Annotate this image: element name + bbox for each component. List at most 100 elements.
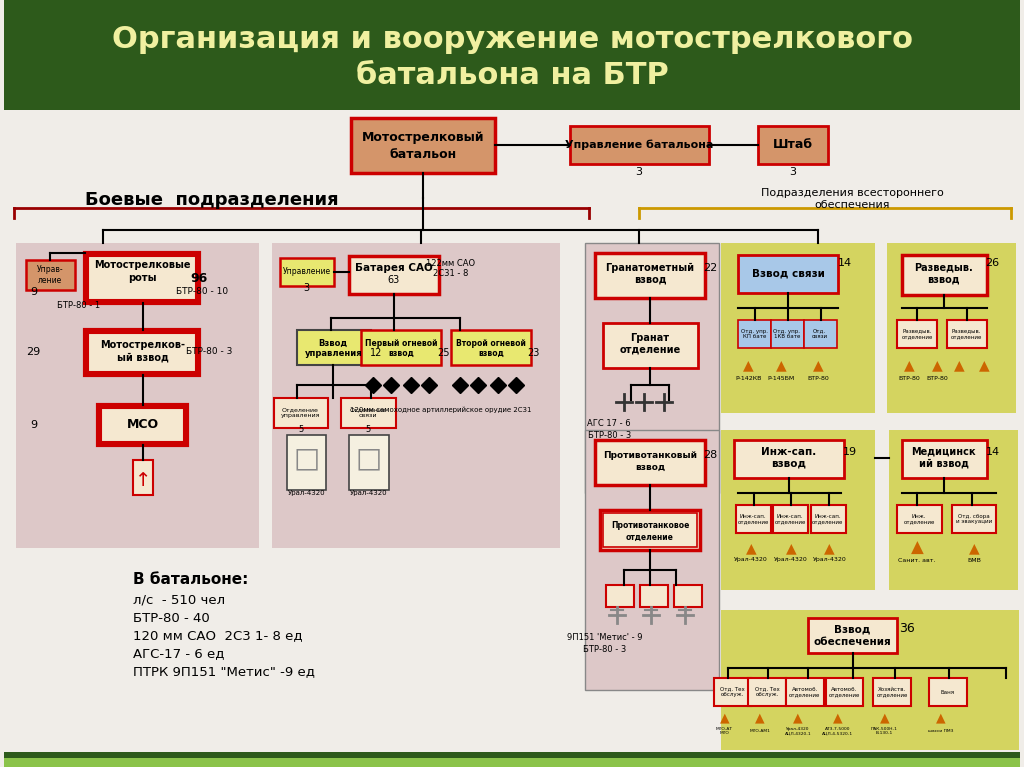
Text: ▲: ▲ xyxy=(745,541,757,555)
Text: БТР-80: БТР-80 xyxy=(807,376,828,380)
Text: взвод: взвод xyxy=(478,348,504,357)
Text: Первый огневой: Первый огневой xyxy=(365,338,437,347)
Text: Мотострелков-: Мотострелков- xyxy=(100,340,185,350)
Text: АГС-17 - 6 ед: АГС-17 - 6 ед xyxy=(133,647,224,660)
Text: батальона на БТР: батальона на БТР xyxy=(355,61,669,90)
Bar xyxy=(606,585,634,607)
Text: Инж-сап.
отделение: Инж-сап. отделение xyxy=(812,514,844,525)
Bar xyxy=(595,253,705,298)
Text: Отд. Тех
обслуж.: Отд. Тех обслуж. xyxy=(720,686,744,697)
Bar xyxy=(825,678,863,706)
Text: 14: 14 xyxy=(985,447,999,457)
Bar xyxy=(88,333,197,372)
Text: ▲: ▲ xyxy=(743,358,754,372)
Bar xyxy=(361,330,440,365)
Text: взвод: взвод xyxy=(388,348,414,357)
Text: Управление батальона: Управление батальона xyxy=(565,140,714,150)
Text: 63: 63 xyxy=(388,275,400,285)
Bar xyxy=(287,435,327,490)
Text: Мотострелковые: Мотострелковые xyxy=(94,260,190,270)
Text: Управление: Управление xyxy=(283,268,331,276)
Text: Отд. упр.
1КВ бате: Отд. упр. 1КВ бате xyxy=(773,328,801,340)
Bar xyxy=(786,678,823,706)
Text: Урал-4320
АЦЛ-4320-1: Урал-4320 АЦЛ-4320-1 xyxy=(784,726,811,736)
Text: БМВ: БМВ xyxy=(968,558,982,562)
Text: БТР-80 - 40: БТР-80 - 40 xyxy=(133,611,210,624)
Text: 3: 3 xyxy=(636,167,643,177)
Text: Противотанковое: Противотанковое xyxy=(610,521,689,529)
Text: Разведыв.
отделение: Разведыв. отделение xyxy=(901,328,933,340)
Bar xyxy=(88,256,197,300)
Bar xyxy=(736,505,771,533)
Bar xyxy=(897,505,942,533)
Text: Гранатометный: Гранатометный xyxy=(605,263,694,273)
Text: 26: 26 xyxy=(985,258,999,268)
Text: 28: 28 xyxy=(703,450,718,460)
Text: ▲: ▲ xyxy=(904,358,914,372)
Text: АТЗ-7-5000
АЦЛ-4-5320-1: АТЗ-7-5000 АЦЛ-4-5320-1 xyxy=(822,726,853,736)
Text: обеспечения: обеспечения xyxy=(814,637,892,647)
Text: Противотанковый: Противотанковый xyxy=(603,450,697,459)
Text: МТО-АТ
МТО: МТО-АТ МТО xyxy=(716,726,733,736)
Text: 3: 3 xyxy=(790,167,797,177)
Bar xyxy=(811,505,846,533)
Bar xyxy=(452,330,530,365)
Text: Гранат: Гранат xyxy=(631,333,670,343)
Text: 120 мм САО  2С3 1- 8 ед: 120 мм САО 2С3 1- 8 ед xyxy=(133,630,302,643)
Text: Взвод: Взвод xyxy=(835,625,870,635)
Text: БТР-80 - 1: БТР-80 - 1 xyxy=(56,301,99,310)
Text: ▲: ▲ xyxy=(970,541,980,555)
Text: Инж-сап.
отделение: Инж-сап. отделение xyxy=(737,514,769,525)
Text: Разведыв.
отделение: Разведыв. отделение xyxy=(951,328,982,340)
Text: 2С31 - 8: 2С31 - 8 xyxy=(433,269,468,278)
Text: 14: 14 xyxy=(838,258,852,268)
Text: ▲: ▲ xyxy=(794,712,803,725)
Text: Отделение
управления: Отделение управления xyxy=(281,407,321,419)
Text: ▲: ▲ xyxy=(824,541,835,555)
Bar xyxy=(771,320,804,348)
Text: Подразделения всестороннего: Подразделения всестороннего xyxy=(761,188,944,198)
Bar xyxy=(804,320,837,348)
Bar xyxy=(273,398,329,428)
Bar xyxy=(280,258,334,286)
Text: 22: 22 xyxy=(703,263,718,273)
Bar xyxy=(349,256,438,294)
Bar xyxy=(902,255,986,295)
Text: ▲: ▲ xyxy=(932,358,942,372)
Text: В батальоне:: В батальоне: xyxy=(133,572,248,588)
Text: батальон: батальон xyxy=(389,149,457,162)
Text: 122мм САО: 122мм САО xyxy=(426,258,475,268)
Text: 12: 12 xyxy=(370,348,382,358)
Text: ▲: ▲ xyxy=(910,539,924,557)
Text: 36: 36 xyxy=(899,621,915,634)
Text: Боевые  подразделения: Боевые подразделения xyxy=(85,191,339,209)
Text: Урал-4320: Урал-4320 xyxy=(734,558,768,562)
Bar xyxy=(15,243,259,548)
Text: 5: 5 xyxy=(366,426,371,434)
Text: 23: 23 xyxy=(527,348,540,358)
Text: АГС 17 - 6: АГС 17 - 6 xyxy=(588,419,631,427)
Text: Медицинск: Медицинск xyxy=(911,447,976,457)
Text: Урал-4320: Урал-4320 xyxy=(774,558,808,562)
Bar xyxy=(297,330,371,365)
Text: Взвод связи: Взвод связи xyxy=(752,269,824,279)
Bar xyxy=(951,505,996,533)
Bar xyxy=(640,585,668,607)
Text: Отд. упр.
КП бате: Отд. упр. КП бате xyxy=(740,328,768,340)
Text: взвод: взвод xyxy=(928,275,961,285)
Text: ▲: ▲ xyxy=(833,712,843,725)
Text: Отд. сбора
и эвакуации: Отд. сбора и эвакуации xyxy=(955,514,992,525)
Text: ▲: ▲ xyxy=(776,358,786,372)
Bar xyxy=(873,678,911,706)
Text: ПАК-500Н-1
В-130-1: ПАК-500Н-1 В-130-1 xyxy=(870,726,898,736)
Text: Инж-сап.: Инж-сап. xyxy=(762,447,816,457)
Text: 120мм самоходное артиллерийское орудие 2С31: 120мм самоходное артиллерийское орудие 2… xyxy=(350,407,531,413)
Bar xyxy=(749,678,786,706)
Bar xyxy=(674,585,701,607)
Bar xyxy=(4,0,1020,110)
Bar xyxy=(569,126,709,164)
Text: 9П151 'Метис' - 9: 9П151 'Метис' - 9 xyxy=(566,634,642,643)
Text: Р-145БМ: Р-145БМ xyxy=(767,376,795,380)
Text: отделение: отделение xyxy=(620,345,681,355)
Text: Урал-4320: Урал-4320 xyxy=(813,558,847,562)
